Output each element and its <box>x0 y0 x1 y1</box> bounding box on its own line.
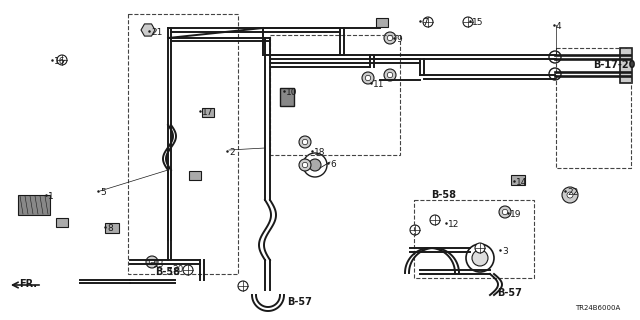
Text: FR.: FR. <box>19 279 37 289</box>
Circle shape <box>567 192 573 198</box>
Circle shape <box>362 72 374 84</box>
Circle shape <box>183 265 193 275</box>
Text: B-58: B-58 <box>156 267 180 277</box>
Bar <box>414 200 534 278</box>
Circle shape <box>309 159 321 171</box>
Text: 12: 12 <box>448 220 460 229</box>
Polygon shape <box>141 24 155 36</box>
Bar <box>376 18 388 27</box>
Text: 6: 6 <box>330 160 336 169</box>
Circle shape <box>387 72 393 78</box>
Bar <box>511 175 525 185</box>
Circle shape <box>499 206 511 218</box>
Text: B-58: B-58 <box>431 190 456 200</box>
Bar <box>128 14 238 274</box>
Circle shape <box>57 55 67 65</box>
Circle shape <box>475 243 485 253</box>
Circle shape <box>387 35 393 41</box>
Text: 9: 9 <box>396 35 402 44</box>
Circle shape <box>466 244 494 272</box>
Circle shape <box>149 259 155 265</box>
Text: 20: 20 <box>172 265 184 274</box>
Text: 18: 18 <box>314 148 326 157</box>
Circle shape <box>549 51 561 63</box>
Bar <box>56 218 68 227</box>
Text: 15: 15 <box>472 18 483 27</box>
Circle shape <box>463 17 473 27</box>
Circle shape <box>423 17 433 27</box>
Bar <box>189 171 201 180</box>
Circle shape <box>410 225 420 235</box>
Text: B-57: B-57 <box>497 288 522 298</box>
Circle shape <box>549 68 561 80</box>
Text: 7: 7 <box>422 18 428 27</box>
Bar <box>280 88 294 106</box>
Text: TR24B6000A: TR24B6000A <box>575 305 621 311</box>
Text: 2: 2 <box>229 148 235 157</box>
Text: 13: 13 <box>153 260 164 269</box>
Text: 16: 16 <box>54 57 65 66</box>
Bar <box>202 108 214 117</box>
Circle shape <box>365 75 371 81</box>
Text: B-17-20: B-17-20 <box>593 60 635 70</box>
Text: 8: 8 <box>107 224 113 233</box>
Circle shape <box>238 281 248 291</box>
Text: 21: 21 <box>151 28 163 37</box>
Text: 14: 14 <box>516 178 527 187</box>
Circle shape <box>502 209 508 215</box>
Text: 10: 10 <box>286 88 298 97</box>
Bar <box>18 195 50 215</box>
Circle shape <box>384 69 396 81</box>
Circle shape <box>562 187 578 203</box>
Text: 19: 19 <box>510 210 522 219</box>
Circle shape <box>302 162 308 168</box>
Bar <box>105 223 119 233</box>
Bar <box>270 35 400 155</box>
Circle shape <box>430 215 440 225</box>
Circle shape <box>302 139 308 145</box>
Text: 1: 1 <box>48 192 54 201</box>
Circle shape <box>472 250 488 266</box>
Circle shape <box>299 159 311 171</box>
Text: 3: 3 <box>502 247 508 256</box>
Text: 4: 4 <box>556 22 562 31</box>
Circle shape <box>384 32 396 44</box>
Text: B-57: B-57 <box>287 297 312 307</box>
Text: 22: 22 <box>567 188 579 197</box>
Bar <box>556 48 631 168</box>
Text: 11: 11 <box>373 80 385 89</box>
Bar <box>620 48 632 83</box>
Circle shape <box>303 153 327 177</box>
Text: 5: 5 <box>100 188 106 197</box>
Circle shape <box>146 256 158 268</box>
Circle shape <box>299 136 311 148</box>
Text: 17: 17 <box>202 108 214 117</box>
